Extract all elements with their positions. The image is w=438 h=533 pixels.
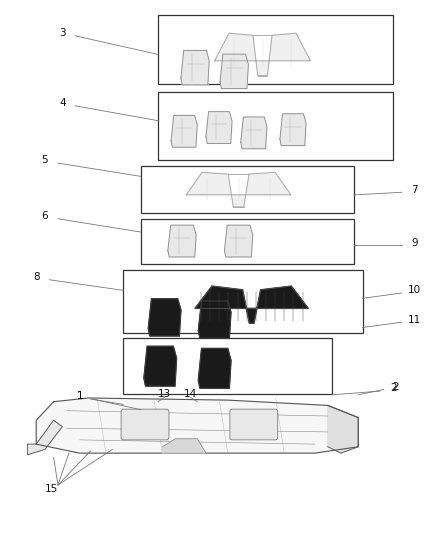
Text: 6: 6 [42,211,48,221]
Text: 9: 9 [412,238,418,248]
Text: 11: 11 [408,314,421,325]
Text: 1: 1 [76,391,83,401]
FancyBboxPatch shape [230,409,278,440]
Polygon shape [220,54,248,88]
Text: 1: 1 [76,391,83,401]
Text: 8: 8 [33,272,39,282]
Bar [158,14,393,84]
Polygon shape [241,117,267,149]
Text: 14: 14 [184,389,198,399]
Text: 13: 13 [158,389,171,399]
Polygon shape [36,398,358,453]
Text: 5: 5 [42,156,48,165]
Text: 2: 2 [392,382,399,392]
Polygon shape [224,225,253,257]
Polygon shape [195,286,308,323]
Bar [123,270,363,333]
Text: 15: 15 [45,484,58,494]
Polygon shape [171,115,197,147]
Polygon shape [198,301,231,338]
Polygon shape [162,439,206,453]
Text: 10: 10 [408,285,421,295]
Text: 4: 4 [59,98,66,108]
Polygon shape [328,406,358,453]
Polygon shape [186,172,291,207]
Polygon shape [181,51,209,85]
Polygon shape [144,346,177,386]
Polygon shape [148,299,181,336]
Bar [123,338,332,394]
Text: 3: 3 [59,28,66,38]
Polygon shape [198,349,231,388]
Polygon shape [168,225,196,257]
FancyBboxPatch shape [121,409,169,440]
Text: 2: 2 [390,383,396,393]
Bar [141,219,354,264]
Polygon shape [206,112,232,143]
Polygon shape [280,114,306,146]
Bar [141,166,354,214]
Polygon shape [215,33,311,76]
Bar [158,92,393,160]
Polygon shape [28,420,62,455]
Text: 7: 7 [412,184,418,195]
